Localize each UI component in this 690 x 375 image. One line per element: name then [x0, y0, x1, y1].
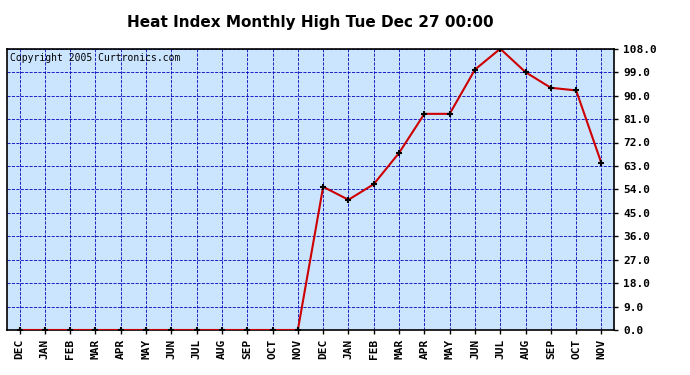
Text: Copyright 2005 Curtronics.com: Copyright 2005 Curtronics.com [10, 53, 180, 63]
Text: Heat Index Monthly High Tue Dec 27 00:00: Heat Index Monthly High Tue Dec 27 00:00 [127, 15, 494, 30]
